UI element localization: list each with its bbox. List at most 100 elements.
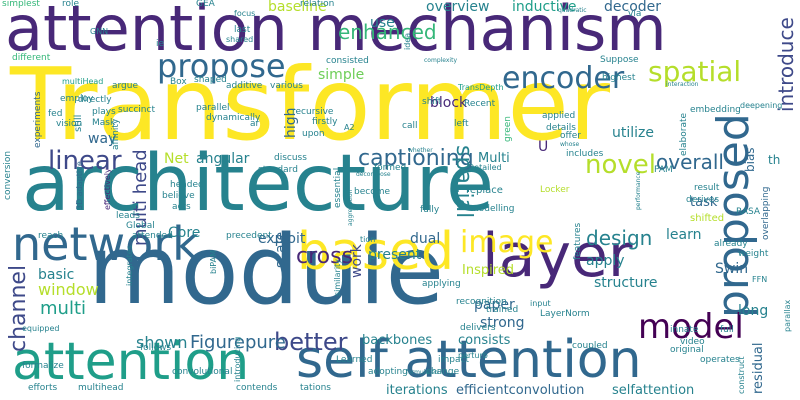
word-argue: argue bbox=[112, 81, 139, 91]
word-role: role bbox=[62, 0, 80, 9]
word-full: full bbox=[720, 325, 734, 335]
word-efficientconvolution: efficientconvolution bbox=[456, 383, 585, 398]
word-recursive: recursive bbox=[292, 107, 334, 117]
word-conversion: conversion bbox=[3, 150, 13, 200]
word-acts: acts bbox=[172, 202, 191, 212]
word-leads: leads bbox=[116, 211, 140, 221]
word-dual: dual bbox=[410, 231, 441, 247]
word-shared: shared bbox=[226, 35, 254, 44]
word-shift: shift bbox=[422, 97, 442, 107]
word-deepening: deepening bbox=[740, 101, 783, 110]
word-overall: overall bbox=[656, 150, 724, 174]
word-bipam: biPAM bbox=[209, 250, 218, 274]
word-standard: standard bbox=[258, 165, 298, 175]
word-scale: scale bbox=[273, 231, 289, 268]
word-fully: fully bbox=[420, 205, 440, 215]
word-learned: Learned bbox=[336, 355, 373, 365]
word-paper: paper bbox=[474, 297, 515, 313]
word-call: call bbox=[402, 121, 418, 131]
word-tion: tion bbox=[360, 235, 376, 244]
word-applying: applying bbox=[422, 279, 461, 289]
word-employ: employ bbox=[60, 94, 94, 104]
word-use: use bbox=[370, 15, 395, 31]
word-upon: upon bbox=[302, 129, 325, 139]
word-reach: reach bbox=[38, 231, 64, 241]
word-long: long bbox=[738, 303, 769, 319]
word-captioning: captioning bbox=[358, 146, 474, 171]
word-based: based bbox=[297, 222, 454, 282]
word-utilize: utilize bbox=[612, 125, 654, 141]
word-consists: consists bbox=[458, 333, 511, 348]
word-last: last bbox=[234, 25, 251, 35]
word-formulated: formulated bbox=[406, 369, 439, 376]
word-embedding: embedding bbox=[690, 105, 741, 115]
word-multihead: multiHead bbox=[62, 77, 104, 86]
word-relation: relation bbox=[300, 0, 335, 9]
word-present: present bbox=[368, 247, 422, 263]
word-simplest: simplest bbox=[2, 0, 40, 9]
word-structure: structure bbox=[594, 275, 658, 291]
word-3d-adaptive: 3D adaptive bbox=[75, 161, 84, 210]
word-result: result bbox=[694, 183, 720, 193]
word-experiments: experiments bbox=[33, 91, 43, 148]
word-window: window bbox=[38, 280, 99, 299]
word-suppose: Suppose bbox=[600, 55, 639, 65]
word-original: original bbox=[670, 345, 704, 355]
word-shaped: shaped bbox=[194, 75, 227, 85]
word-strong: strong bbox=[480, 315, 525, 331]
word-figurepure: Figurepure bbox=[190, 332, 286, 353]
word-believe: believe bbox=[162, 191, 195, 201]
word-focus: focus bbox=[234, 9, 256, 18]
word-model: model bbox=[638, 307, 744, 347]
word-mask: Mask bbox=[92, 118, 116, 128]
word-quadratic: quadratic bbox=[558, 7, 587, 14]
word-succinct: succinct bbox=[118, 105, 155, 115]
word-box: Box bbox=[170, 77, 187, 87]
word-idea: idea bbox=[403, 32, 412, 50]
word-spatial: spatial bbox=[648, 55, 742, 88]
word-highest: highest bbox=[602, 73, 636, 83]
word-channel: channel bbox=[6, 264, 31, 352]
word-iterations: iterations bbox=[386, 383, 448, 398]
word-operates: operates bbox=[700, 355, 740, 365]
word-video: video bbox=[680, 337, 705, 347]
word-replace: replace bbox=[466, 185, 503, 196]
word-perturb: perturb bbox=[458, 351, 488, 360]
word-modelling: modelling bbox=[470, 204, 515, 214]
word-plays: plays bbox=[92, 107, 116, 117]
word-global: Global bbox=[126, 221, 155, 231]
word-ar: ar bbox=[250, 119, 260, 129]
word-multi: Multi bbox=[478, 151, 510, 166]
word-angular: angular bbox=[196, 151, 250, 167]
word-includes: includes bbox=[566, 149, 604, 159]
word-pam: PAM bbox=[654, 165, 673, 175]
word-architecture: architecture bbox=[22, 139, 494, 229]
word-recognition: recognition bbox=[456, 297, 507, 307]
word-recent: Recent bbox=[464, 99, 496, 109]
word-applied: applied bbox=[542, 111, 576, 121]
word-whether: whether bbox=[408, 147, 433, 154]
word-construct: construct bbox=[737, 356, 746, 394]
word-residual: residual bbox=[751, 342, 766, 394]
word-become: become bbox=[354, 187, 391, 197]
word-features: features bbox=[573, 222, 583, 260]
word-decoder: decoder bbox=[604, 0, 662, 15]
word-fed: fed bbox=[48, 109, 63, 119]
word-aggregation: aggregation bbox=[347, 189, 354, 226]
word-via: via bbox=[628, 9, 642, 19]
word-weight: weight bbox=[738, 249, 769, 259]
word-coupled: coupled bbox=[572, 341, 608, 351]
word-trained: trained bbox=[486, 305, 519, 315]
word-performance: performance bbox=[635, 171, 642, 210]
word-net: Net bbox=[164, 151, 189, 167]
word-complexity: complexity bbox=[424, 57, 457, 64]
word-convolutional: convolutional bbox=[172, 367, 233, 377]
word-exploit: exploit bbox=[258, 231, 306, 247]
word-left: left bbox=[454, 119, 469, 129]
word-bias: bias bbox=[743, 147, 757, 172]
word-already: already bbox=[714, 239, 748, 249]
word-efforts: efforts bbox=[28, 383, 58, 393]
word-encoder: encoder bbox=[502, 61, 625, 96]
word-module: module bbox=[88, 216, 445, 326]
